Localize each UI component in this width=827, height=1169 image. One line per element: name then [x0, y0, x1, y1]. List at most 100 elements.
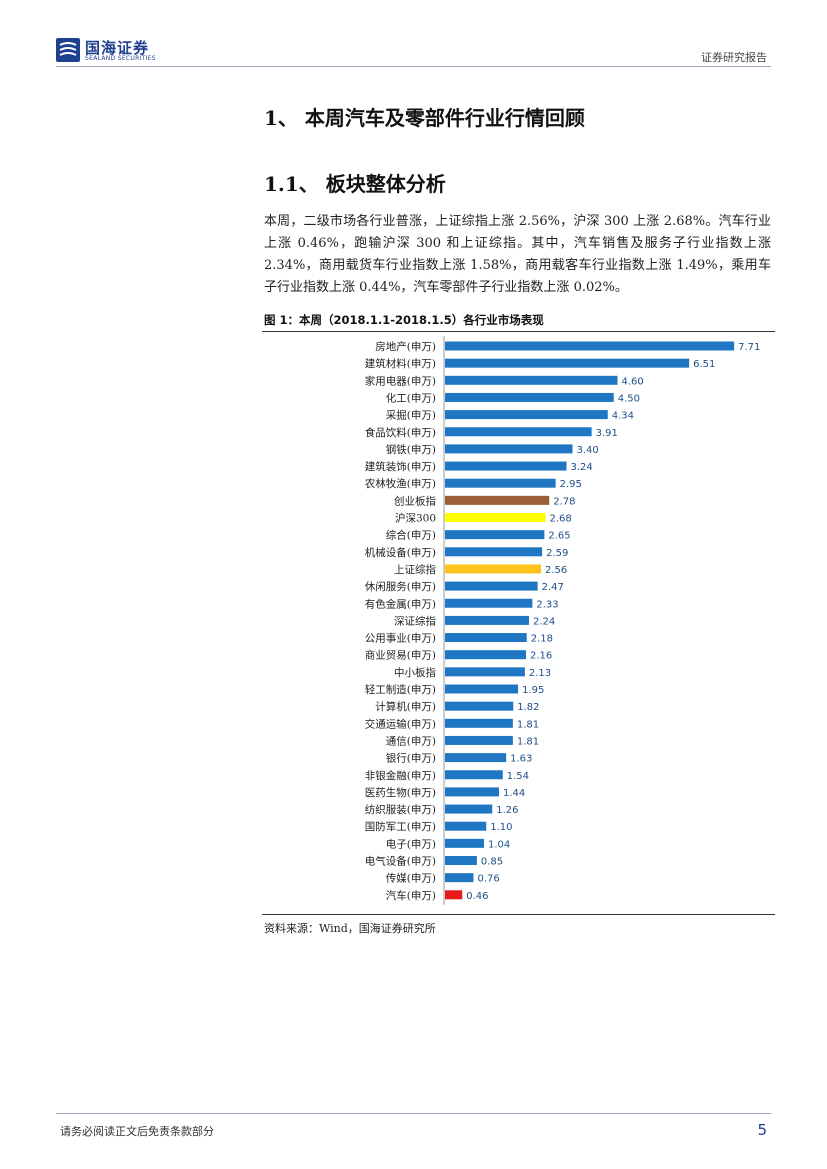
category-label: 钢铁(申万)	[386, 443, 436, 456]
bar	[445, 444, 573, 454]
logo-english-name: SEALAND SECURITIES	[85, 55, 156, 62]
footer-divider	[56, 1113, 771, 1114]
category-label: 建筑装饰(申万)	[365, 460, 436, 473]
bar	[445, 684, 519, 694]
category-label: 银行(申万)	[386, 752, 436, 765]
value-label: 2.47	[542, 582, 564, 593]
bar	[445, 427, 592, 437]
bar	[445, 838, 484, 848]
category-label: 农林牧渔(申万)	[365, 477, 436, 490]
category-label: 有色金属(申万)	[365, 597, 436, 610]
bar	[445, 581, 538, 591]
category-label: 非银金融(申万)	[365, 769, 436, 782]
bar	[445, 770, 503, 780]
category-label: 创业板指	[394, 494, 436, 507]
company-logo: 国海证券 SEALAND SECURITIES	[56, 36, 166, 66]
value-label: 2.18	[531, 634, 553, 645]
category-label: 轻工制造(申万)	[365, 683, 436, 696]
category-label: 通信(申万)	[386, 734, 436, 747]
bar	[445, 410, 608, 420]
bar	[445, 478, 556, 488]
sealand-logo-icon	[56, 38, 80, 62]
bar	[445, 513, 546, 522]
category-label: 化工(申万)	[386, 391, 436, 404]
bar	[445, 735, 513, 745]
value-label: 2.59	[546, 548, 568, 559]
category-label: 深证综指	[394, 614, 436, 627]
category-label: 计算机(申万)	[375, 700, 436, 713]
value-label: 3.24	[571, 462, 593, 473]
bar	[445, 650, 526, 660]
value-label: 2.78	[553, 496, 575, 507]
bar	[445, 633, 527, 643]
bar	[445, 598, 533, 608]
bar	[445, 547, 543, 557]
category-label: 沪深300	[395, 512, 436, 525]
category-label: 上证综指	[394, 563, 436, 576]
value-label: 2.68	[550, 514, 572, 525]
figure-top-rule	[262, 331, 775, 332]
value-label: 6.51	[693, 359, 715, 370]
value-label: 0.85	[481, 857, 503, 868]
bar	[445, 718, 513, 728]
value-label: 0.46	[466, 891, 488, 902]
value-label: 2.56	[545, 565, 567, 576]
bar	[445, 615, 529, 625]
category-label: 公用事业(申万)	[365, 632, 436, 645]
bar	[445, 787, 499, 797]
bar	[445, 564, 541, 574]
category-label: 食品饮料(申万)	[365, 426, 436, 439]
bar	[445, 821, 487, 831]
bar	[445, 804, 493, 814]
logo-chinese-name: 国海证券	[85, 39, 150, 57]
category-label: 采掘(申万)	[386, 409, 436, 422]
value-label: 2.33	[536, 599, 558, 610]
value-label: 1.81	[517, 736, 539, 747]
category-label: 休闲服务(申万)	[365, 580, 436, 593]
bar	[445, 701, 514, 711]
value-label: 1.44	[503, 788, 525, 799]
value-label: 2.65	[548, 531, 570, 542]
footer-disclaimer: 请务必阅读正文后免责条款部分	[60, 1125, 214, 1138]
value-label: 1.95	[522, 685, 544, 696]
value-label: 1.26	[496, 805, 518, 816]
bar	[445, 375, 618, 385]
category-label: 纺织服装(申万)	[365, 803, 436, 816]
body-paragraph: 本周，二级市场各行业普涨，上证综指上涨 2.56%，沪深 300 上涨 2.68…	[264, 214, 771, 295]
value-label: 2.24	[533, 616, 555, 627]
header-divider	[56, 66, 771, 67]
bar	[445, 873, 474, 883]
value-label: 2.95	[560, 479, 582, 490]
section-heading: 1、 本周汽车及零部件行业行情回顾	[264, 106, 585, 130]
category-label: 电气设备(申万)	[365, 855, 436, 868]
category-label: 中小板指	[394, 666, 436, 679]
value-label: 3.91	[596, 428, 618, 439]
value-label: 4.50	[618, 393, 640, 404]
industry-performance-chart: 房地产(申万) 7.71 建筑材料(申万) 6.51 家用电器(申万) 4.60 化工(申万…	[365, 336, 760, 905]
bar	[445, 392, 614, 402]
value-label: 4.60	[622, 376, 644, 387]
category-label: 国防军工(申万)	[365, 820, 436, 833]
category-label: 机械设备(申万)	[365, 546, 436, 559]
value-label: 1.81	[517, 719, 539, 730]
category-label: 商业贸易(申万)	[365, 649, 436, 662]
category-label: 建筑材料(申万)	[365, 357, 436, 370]
figure-caption: 图 1：本周（2018.1.1-2018.1.5）各行业市场表现	[264, 313, 544, 327]
value-label: 1.54	[507, 771, 529, 782]
bar	[445, 890, 463, 900]
category-label: 汽车(申万)	[386, 889, 436, 902]
value-label: 1.63	[510, 754, 532, 765]
bar	[445, 753, 507, 763]
category-label: 医药生物(申万)	[365, 786, 436, 799]
figure-source: 资料来源：Wind，国海证券研究所	[264, 922, 436, 935]
bar	[445, 358, 690, 368]
value-label: 1.10	[490, 822, 512, 833]
report-type-label: 证券研究报告	[701, 51, 767, 64]
category-label: 交通运输(申万)	[365, 717, 436, 730]
page-number: 5	[757, 1121, 767, 1139]
value-label: 1.82	[517, 702, 539, 713]
value-label: 3.40	[577, 445, 599, 456]
bar	[445, 530, 545, 540]
category-label: 传媒(申万)	[386, 872, 436, 885]
value-label: 2.13	[529, 668, 551, 679]
